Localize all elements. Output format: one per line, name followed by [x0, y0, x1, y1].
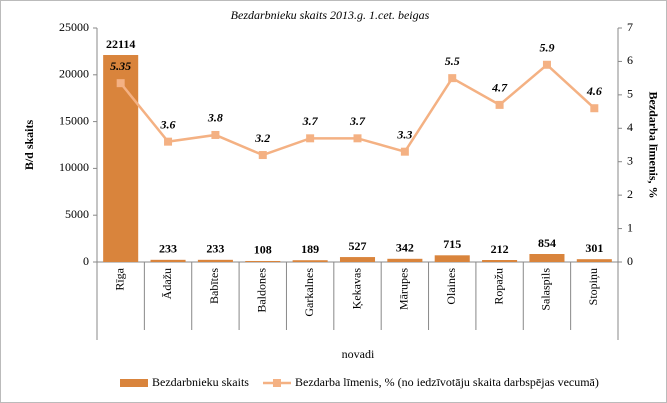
line-value-label: 3.3 — [396, 127, 412, 141]
x-tick-label: Olaines — [444, 268, 458, 305]
line-value-label: 3.2 — [254, 131, 270, 145]
bar — [103, 55, 139, 263]
y-tick-label: 5000 — [65, 207, 89, 221]
line-marker — [495, 100, 504, 109]
bar-value-label: 342 — [396, 241, 414, 255]
y2-axis-label: Bezdarba līmenis, % — [646, 92, 660, 199]
y2-tick-label: 0 — [627, 254, 633, 268]
y2-tick-label: 3 — [627, 153, 633, 167]
bar — [387, 258, 423, 262]
bar — [197, 259, 233, 262]
bar-value-label: 189 — [301, 242, 319, 256]
x-axis-label: novadi — [342, 347, 375, 361]
bar — [529, 254, 565, 262]
line-marker — [448, 74, 457, 83]
line-marker — [116, 79, 125, 88]
line-marker — [258, 151, 267, 160]
y-tick-label: 25000 — [59, 20, 89, 34]
legend-swatch-marker — [272, 379, 281, 387]
legend-label: Bezdarba līmenis, % (no iedzīvotāju skai… — [295, 375, 599, 389]
bar-value-label: 715 — [443, 237, 461, 251]
x-tick-label: Mārupes — [397, 268, 411, 310]
line-value-label: 4.6 — [586, 84, 602, 98]
line-marker — [353, 134, 362, 143]
bar-value-label: 854 — [538, 236, 556, 250]
y2-tick-label: 6 — [627, 53, 633, 67]
x-tick-label: Rīga — [112, 267, 126, 290]
line-value-label: 5.9 — [539, 41, 554, 55]
y2-tick-label: 4 — [627, 120, 633, 134]
line-value-label: 3.7 — [302, 114, 319, 128]
bar — [482, 260, 518, 262]
y2-tick-label: 7 — [627, 20, 633, 34]
bar — [292, 260, 328, 262]
x-tick-label: Babītes — [207, 268, 221, 304]
y2-tick-label: 5 — [627, 87, 633, 101]
line-value-label: 3.6 — [160, 117, 176, 131]
bar-value-label: 212 — [491, 242, 509, 256]
chart-title: Bezdarbnieku skaits 2013.g. 1.cet. beiga… — [231, 8, 430, 22]
bar-value-label: 527 — [349, 239, 367, 253]
x-tick-label: Ropažu — [491, 268, 505, 305]
line-marker — [590, 104, 599, 113]
legend-swatch — [120, 379, 148, 387]
x-tick-label: Baldones — [255, 268, 269, 313]
y-axis-label: B/d skaits — [22, 119, 36, 170]
line-value-label: 5.35 — [110, 59, 131, 73]
line-value-label: 4.7 — [491, 81, 508, 95]
x-tick-label: Ķekavas — [349, 268, 363, 310]
bar-value-label: 301 — [585, 241, 603, 255]
y-tick-label: 0 — [83, 254, 89, 268]
bar — [150, 259, 186, 262]
bar-value-label: 108 — [254, 243, 272, 257]
bar-value-label: 22114 — [106, 37, 135, 51]
line-value-label: 5.5 — [445, 54, 460, 68]
x-tick-label: Garkalnes — [302, 268, 316, 317]
line-marker — [400, 147, 409, 156]
x-tick-label: Ādažu — [160, 268, 174, 299]
x-tick-label: Stopiņu — [586, 268, 600, 305]
x-tick-label: Salaspils — [539, 268, 553, 311]
legend-label: Bezdarbnieku skaits — [152, 375, 249, 389]
y2-tick-label: 1 — [627, 220, 633, 234]
y-tick-label: 15000 — [59, 113, 89, 127]
bar — [245, 260, 281, 262]
bar-value-label: 233 — [206, 242, 224, 256]
y-tick-label: 10000 — [59, 160, 89, 174]
line-value-label: 3.7 — [349, 114, 366, 128]
bar — [434, 255, 470, 262]
bar — [339, 257, 376, 262]
line-marker — [542, 60, 551, 69]
bar-value-label: 233 — [159, 242, 177, 256]
line-marker — [306, 134, 315, 143]
y2-tick-label: 2 — [627, 187, 633, 201]
line-marker — [211, 130, 220, 139]
line-value-label: 3.8 — [207, 111, 223, 125]
line-marker — [164, 137, 173, 146]
y-tick-label: 20000 — [59, 67, 89, 81]
bar — [576, 259, 612, 262]
